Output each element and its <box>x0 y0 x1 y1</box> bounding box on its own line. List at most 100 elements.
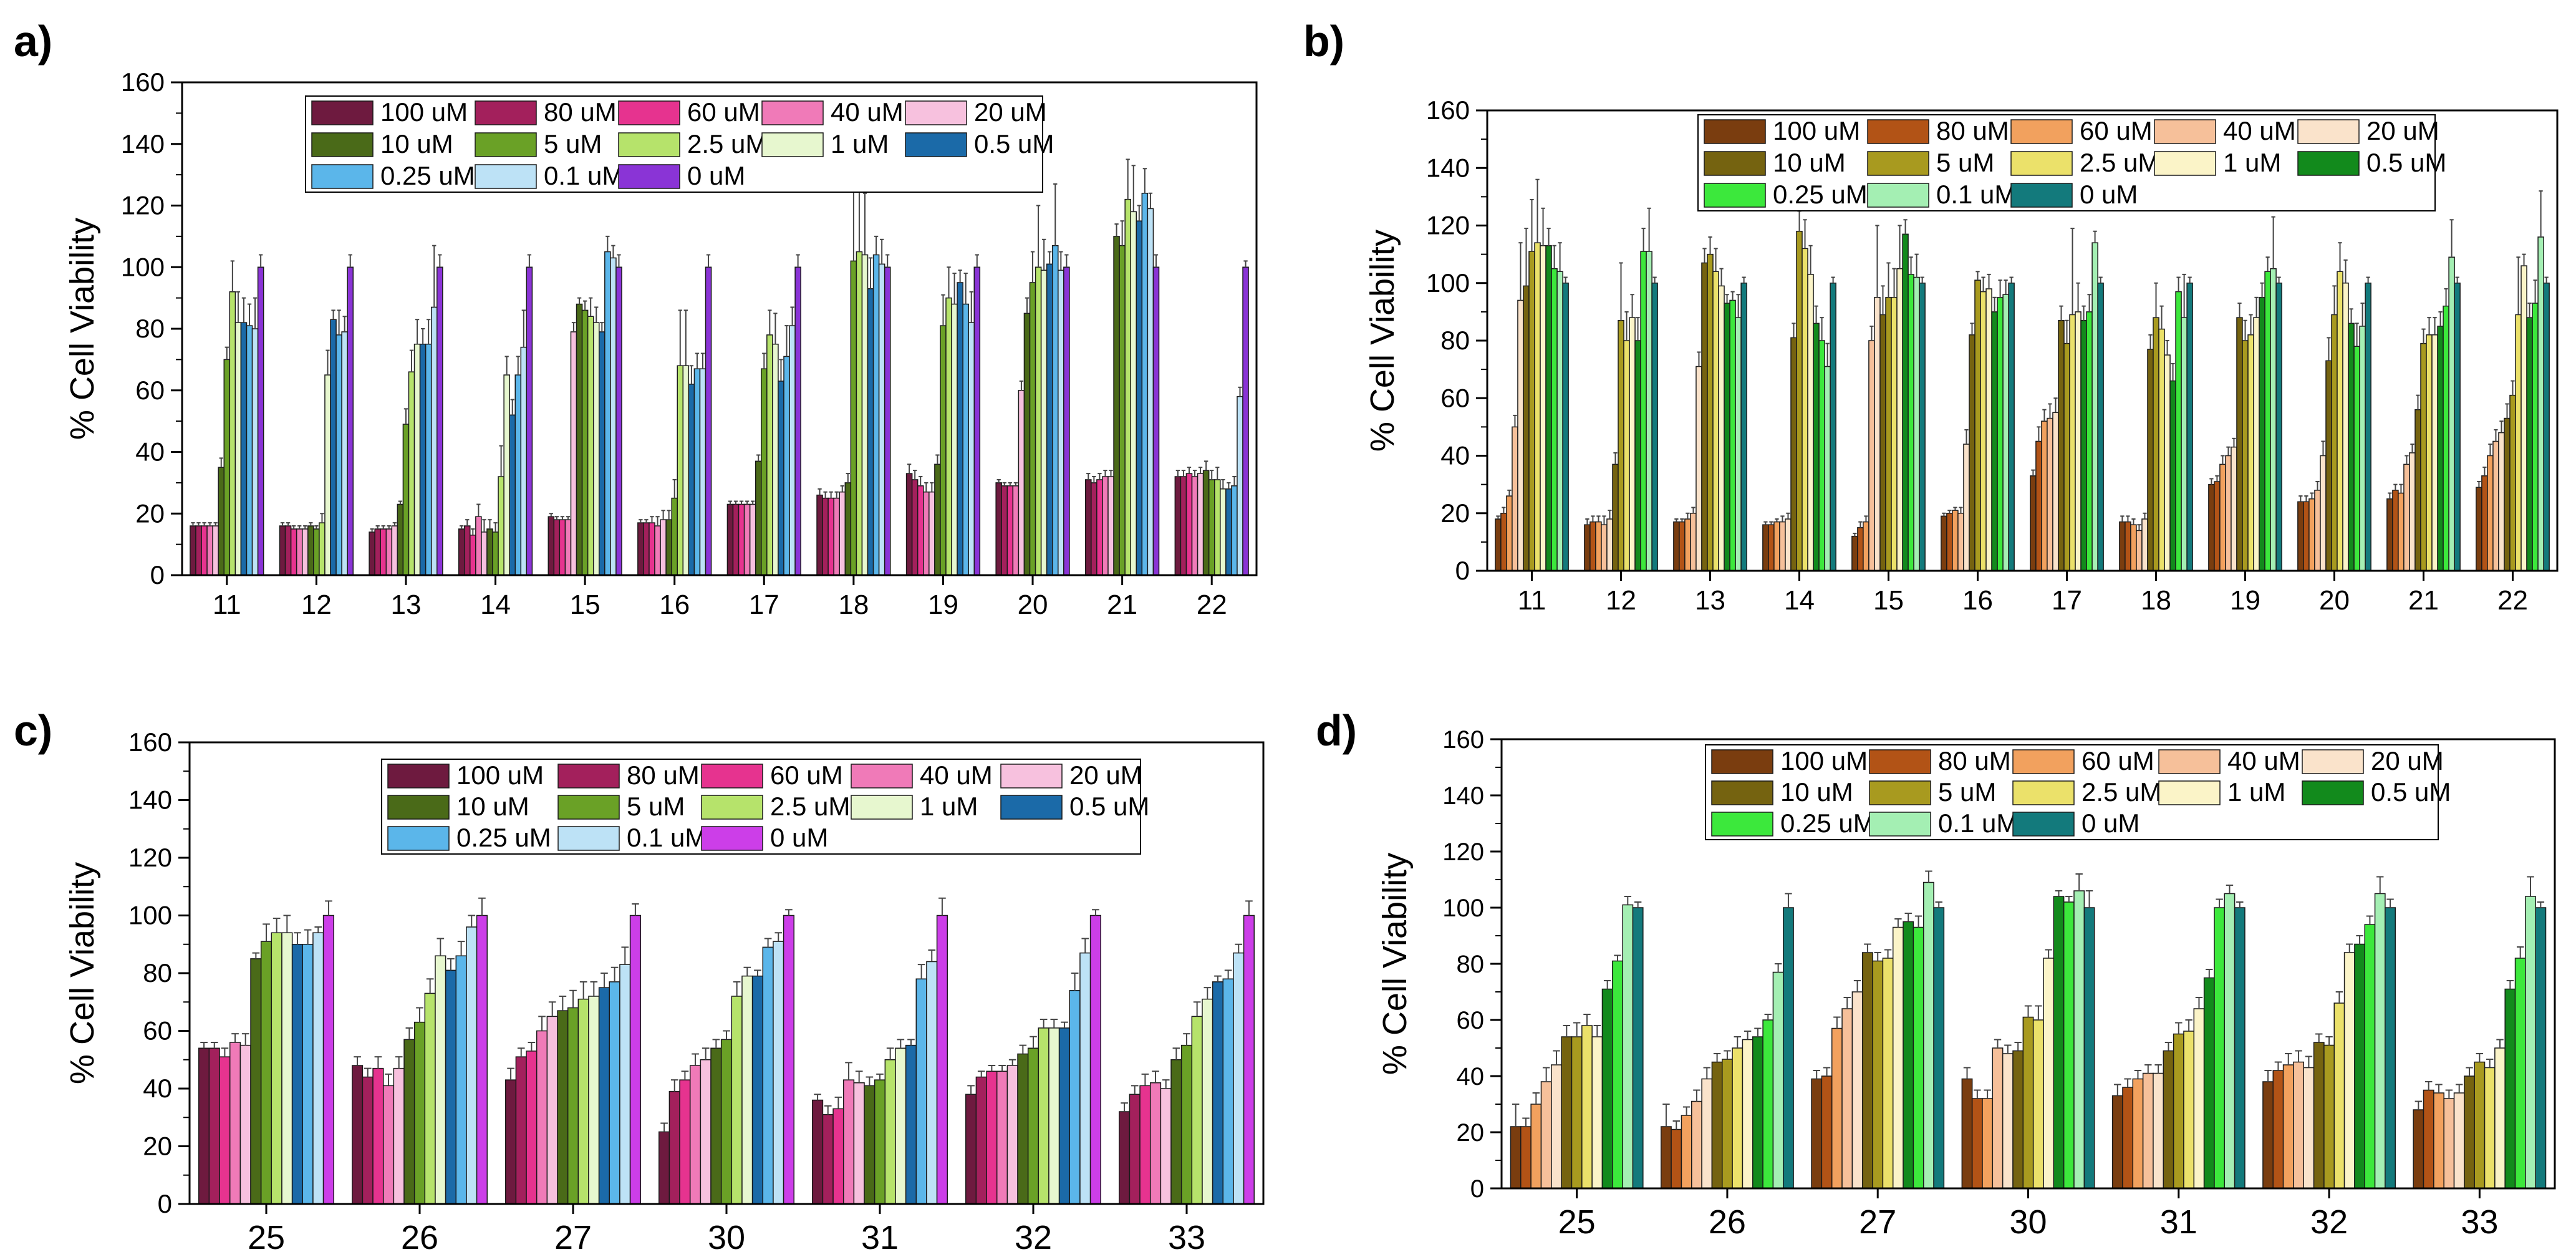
bar <box>778 381 784 576</box>
bar <box>2253 317 2260 571</box>
bar <box>677 365 684 576</box>
legend-label: 1 uM <box>831 129 889 158</box>
bar <box>335 334 342 576</box>
bar <box>260 941 273 1205</box>
bar <box>430 306 438 576</box>
bar <box>2153 317 2159 571</box>
bar <box>1601 988 1613 1189</box>
bar <box>576 303 583 576</box>
bar <box>1974 279 1981 571</box>
x-tick-label: 14 <box>1784 585 1815 616</box>
bar <box>1495 518 1502 571</box>
bar <box>822 497 829 576</box>
bar <box>592 322 600 576</box>
x-tick-label: 15 <box>1873 585 1904 616</box>
bar <box>1779 521 1786 571</box>
x-tick-label: 13 <box>390 590 421 620</box>
legend-label: 0.1 uM <box>627 823 707 852</box>
bar <box>526 1051 538 1205</box>
bar <box>1790 337 1797 571</box>
legend-swatch <box>761 132 824 157</box>
bar <box>2097 283 2104 571</box>
bar <box>995 482 1002 576</box>
y-tick-label: 100 <box>121 252 165 281</box>
x-tick-label: 26 <box>1709 1203 1746 1241</box>
legend-label: 60 uM <box>2082 746 2154 775</box>
legend-swatch <box>761 100 824 125</box>
bar <box>610 257 617 576</box>
bar <box>1038 1027 1049 1205</box>
bar <box>2075 311 2082 571</box>
bar <box>689 1065 702 1205</box>
bar <box>705 266 712 576</box>
legend-label: 0.1 uM <box>1936 180 2016 209</box>
bar <box>458 528 465 576</box>
bar <box>1512 426 1518 571</box>
bar <box>660 519 667 576</box>
bar <box>812 1099 824 1205</box>
bar <box>2136 530 2143 571</box>
legend-swatch <box>1704 151 1766 176</box>
bar <box>1612 960 1623 1189</box>
bar <box>1018 390 1025 576</box>
bar <box>2494 1047 2506 1189</box>
bar <box>598 987 610 1205</box>
bar <box>2364 924 2376 1189</box>
y-tick-label: 80 <box>143 958 172 988</box>
bar <box>1500 513 1507 571</box>
bar <box>2313 1042 2325 1189</box>
bar <box>486 528 493 576</box>
bar <box>251 328 259 576</box>
legend-label: 2.5 uM <box>2080 148 2159 177</box>
x-tick-label: 30 <box>2009 1203 2047 1241</box>
bar <box>1992 1047 2004 1189</box>
bar <box>1622 904 1634 1189</box>
bar <box>2052 412 2059 571</box>
bar <box>1012 485 1020 576</box>
legend-label: 0.1 uM <box>544 161 624 190</box>
bar <box>1023 313 1031 576</box>
bar <box>844 482 852 576</box>
bar <box>1933 907 1945 1189</box>
bar <box>2063 342 2070 571</box>
bar <box>2448 256 2455 571</box>
bar <box>731 996 743 1205</box>
bar <box>2083 907 2095 1189</box>
bar <box>372 1067 384 1205</box>
bar <box>1892 926 1904 1189</box>
bar <box>1857 527 1864 571</box>
bar <box>1684 518 1691 571</box>
legend-label: 20 uM <box>974 97 1047 127</box>
bar <box>1707 253 1714 571</box>
bar <box>649 522 655 576</box>
x-tick-label: 18 <box>2141 585 2171 616</box>
x-tick-label: 25 <box>1558 1203 1596 1241</box>
bar <box>1545 245 1552 571</box>
bar <box>1197 473 1204 576</box>
legend: 100 uM 80 uM 60 uM 40 uM 20 uM 10 uM 5 uM 2.5 u… <box>1697 114 2446 211</box>
bar <box>1874 297 1881 571</box>
bar <box>1180 1044 1193 1205</box>
x-tick-label: 22 <box>1197 590 1227 620</box>
legend-label: 80 uM <box>627 760 700 790</box>
bar <box>1963 444 1970 571</box>
bar <box>1729 299 1736 571</box>
bar <box>425 343 432 576</box>
bar <box>1961 1078 1973 1189</box>
bar <box>1085 479 1092 576</box>
bar <box>1517 299 1524 571</box>
legend-swatch <box>1711 812 1773 837</box>
bar <box>1147 208 1154 576</box>
bar <box>1208 479 1215 576</box>
bar <box>505 1079 517 1205</box>
bar <box>822 1114 834 1205</box>
legend-swatch <box>475 100 537 125</box>
legend-swatch <box>2010 119 2073 144</box>
bar <box>1885 297 1892 571</box>
bar <box>2331 314 2338 571</box>
bar <box>1243 915 1255 1205</box>
y-tick-label: 160 <box>121 67 165 97</box>
bar <box>833 497 840 576</box>
bar <box>2012 1050 2024 1189</box>
bar <box>2385 907 2396 1189</box>
